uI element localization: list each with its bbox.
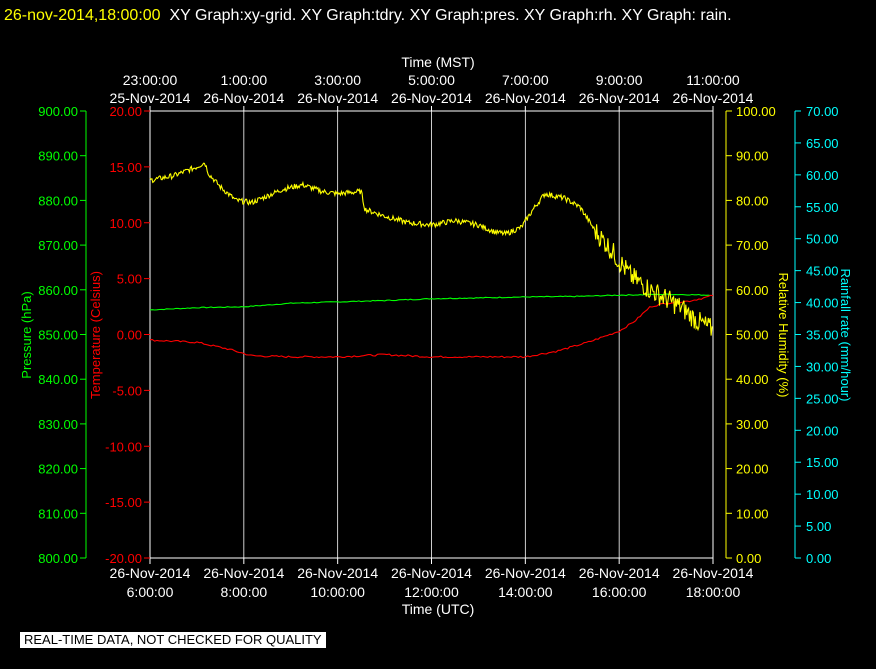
humidity-tick-label: 70.00 bbox=[736, 238, 769, 253]
temperature-tick-label: 5.00 bbox=[117, 272, 142, 287]
pressure-tick-label: 800.00 bbox=[38, 551, 78, 566]
top-tick-time: 1:00:00 bbox=[220, 72, 267, 88]
temperature-tick-label: -15.00 bbox=[105, 495, 142, 510]
pressure-tick-label: 860.00 bbox=[38, 283, 78, 298]
bottom-axis-label: Time (UTC) bbox=[402, 601, 475, 617]
top-tick-time: 5:00:00 bbox=[408, 72, 455, 88]
top-tick-time: 7:00:00 bbox=[502, 72, 549, 88]
rain-tick-label: 5.00 bbox=[806, 519, 831, 534]
top-tick-time: 3:00:00 bbox=[314, 72, 361, 88]
pressure-tick-label: 870.00 bbox=[38, 238, 78, 253]
humidity-tick-label: 40.00 bbox=[736, 372, 769, 387]
temperature-tick-label: 20.00 bbox=[109, 104, 142, 119]
bottom-tick-time: 18:00:00 bbox=[686, 584, 741, 600]
humidity-axis-ticks: 0.00 10.00 20.00 30.00 40.00 50.00 60.00 70.00 8… bbox=[726, 104, 776, 566]
temperature-tick-label: -20.00 bbox=[105, 551, 142, 566]
quality-note: REAL-TIME DATA, NOT CHECKED FOR QUALITY bbox=[20, 632, 326, 648]
pressure-tick-label: 890.00 bbox=[38, 149, 78, 164]
rain-tick-label: 45.00 bbox=[806, 264, 839, 279]
top-tick-date: 25-Nov-2014 bbox=[110, 90, 191, 106]
bottom-tick-date: 26-Nov-2014 bbox=[579, 565, 660, 581]
temperature-axis-label: Temperature (Celsius) bbox=[88, 271, 103, 399]
temperature-tick-label: -5.00 bbox=[112, 383, 142, 398]
timestamp: 26-nov-2014,18:00:00 bbox=[4, 7, 161, 24]
humidity-tick-label: 60.00 bbox=[736, 283, 769, 298]
pressure-tick-label: 830.00 bbox=[38, 417, 78, 432]
top-tick-date: 26-Nov-2014 bbox=[579, 90, 660, 106]
top-axis-label: Time (MST) bbox=[401, 54, 474, 70]
humidity-tick-label: 50.00 bbox=[736, 328, 769, 343]
series-tdry-line bbox=[149, 294, 714, 359]
rain-tick-label: 15.00 bbox=[806, 455, 839, 470]
top-axis-ticks: 23:00:00 25-Nov-2014 1:00:00 26-Nov-2014 3:0… bbox=[110, 72, 754, 111]
top-tick-date: 26-Nov-2014 bbox=[391, 90, 472, 106]
top-tick-date: 26-Nov-2014 bbox=[203, 90, 284, 106]
rain-tick-label: 20.00 bbox=[806, 423, 839, 438]
rain-tick-label: 60.00 bbox=[806, 168, 839, 183]
pressure-axis-label: Pressure (hPa) bbox=[19, 291, 34, 378]
temperature-tick-label: -10.00 bbox=[105, 439, 142, 454]
rain-tick-label: 50.00 bbox=[806, 232, 839, 247]
bottom-tick-time: 16:00:00 bbox=[592, 584, 647, 600]
top-tick-time: 23:00:00 bbox=[123, 72, 178, 88]
top-tick-time: 9:00:00 bbox=[596, 72, 643, 88]
pressure-tick-label: 880.00 bbox=[38, 193, 78, 208]
graph-titles: XY Graph:xy-grid. XY Graph:tdry. XY Grap… bbox=[169, 7, 732, 24]
rain-tick-label: 30.00 bbox=[806, 359, 839, 374]
pressure-tick-label: 900.00 bbox=[38, 104, 78, 119]
top-tick-date: 26-Nov-2014 bbox=[673, 90, 754, 106]
pressure-tick-label: 820.00 bbox=[38, 462, 78, 477]
rain-axis-label: Rainfall rate (mm/hour) bbox=[838, 269, 853, 402]
humidity-tick-label: 20.00 bbox=[736, 462, 769, 477]
humidity-tick-label: 30.00 bbox=[736, 417, 769, 432]
series-lines bbox=[149, 162, 714, 359]
humidity-tick-label: 80.00 bbox=[736, 193, 769, 208]
bottom-tick-date: 26-Nov-2014 bbox=[673, 565, 754, 581]
rain-tick-label: 40.00 bbox=[806, 296, 839, 311]
bottom-tick-date: 26-Nov-2014 bbox=[297, 565, 378, 581]
header: 26-nov-2014,18:00:00 XY Graph:xy-grid. X… bbox=[4, 2, 864, 30]
pressure-axis-ticks: 800.00 810.00 820.00 830.00 840.00 850.00 860.… bbox=[38, 104, 86, 566]
temperature-axis-ticks: -20.00 -15.00 -10.00 -5.00 0.00 5.00 10.00 15.0… bbox=[105, 104, 150, 566]
rain-tick-label: 25.00 bbox=[806, 391, 839, 406]
bottom-tick-time: 10:00:00 bbox=[310, 584, 365, 600]
temperature-tick-label: 0.00 bbox=[117, 328, 142, 343]
bottom-tick-date: 26-Nov-2014 bbox=[203, 565, 284, 581]
bottom-axis-ticks: 26-Nov-2014 6:00:00 26-Nov-2014 8:00:00 26-N… bbox=[110, 558, 754, 600]
rain-tick-label: 70.00 bbox=[806, 104, 839, 119]
humidity-tick-label: 90.00 bbox=[736, 149, 769, 164]
top-tick-time: 11:00:00 bbox=[686, 72, 740, 88]
rain-tick-label: 65.00 bbox=[806, 136, 839, 151]
bottom-tick-time: 14:00:00 bbox=[498, 584, 553, 600]
grid bbox=[243, 111, 620, 558]
bottom-tick-time: 8:00:00 bbox=[220, 584, 267, 600]
rain-tick-label: 10.00 bbox=[806, 487, 839, 502]
humidity-tick-label: 0.00 bbox=[736, 551, 761, 566]
bottom-tick-time: 6:00:00 bbox=[127, 584, 174, 600]
rain-axis-ticks: 0.00 5.00 10.00 15.00 20.00 25.00 30.00 35.00 40… bbox=[795, 104, 839, 566]
rain-tick-label: 55.00 bbox=[806, 200, 839, 215]
series-rh-line bbox=[149, 162, 713, 336]
top-tick-date: 26-Nov-2014 bbox=[485, 90, 566, 106]
bottom-tick-date: 26-Nov-2014 bbox=[110, 565, 191, 581]
pressure-tick-label: 810.00 bbox=[38, 506, 78, 521]
temperature-tick-label: 10.00 bbox=[109, 216, 142, 231]
bottom-tick-date: 26-Nov-2014 bbox=[391, 565, 472, 581]
pressure-tick-label: 840.00 bbox=[38, 372, 78, 387]
series-pres-line bbox=[149, 293, 713, 311]
rain-tick-label: 0.00 bbox=[806, 551, 831, 566]
humidity-tick-label: 100.00 bbox=[736, 104, 776, 119]
top-tick-date: 26-Nov-2014 bbox=[297, 90, 378, 106]
bottom-tick-time: 12:00:00 bbox=[404, 584, 459, 600]
humidity-axis-label: Relative Humidity (%) bbox=[776, 273, 791, 398]
rain-tick-label: 35.00 bbox=[806, 328, 839, 343]
humidity-tick-label: 10.00 bbox=[736, 506, 769, 521]
bottom-tick-date: 26-Nov-2014 bbox=[485, 565, 566, 581]
pressure-tick-label: 850.00 bbox=[38, 328, 78, 343]
temperature-tick-label: 15.00 bbox=[109, 160, 142, 175]
